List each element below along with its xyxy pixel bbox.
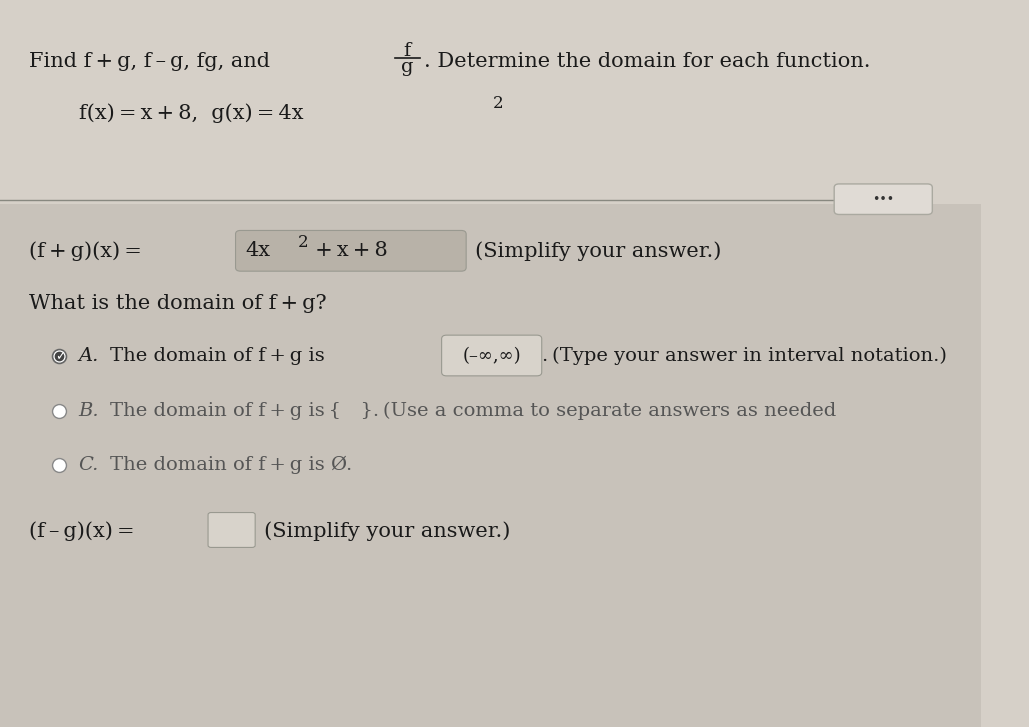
FancyBboxPatch shape [0,204,982,727]
Text: (f – g)(x) =: (f – g)(x) = [30,521,135,541]
Text: (Simplify your answer.): (Simplify your answer.) [260,521,510,541]
Text: C.: C. [78,457,99,474]
Text: B.: B. [78,402,99,419]
Text: (Simplify your answer.): (Simplify your answer.) [471,241,721,261]
Text: The domain of f + g is { }. (Use a comma to separate answers as needed: The domain of f + g is { }. (Use a comma… [110,401,837,420]
FancyBboxPatch shape [208,513,255,547]
Text: 4x: 4x [245,241,271,260]
FancyBboxPatch shape [0,0,982,204]
Text: The domain of f + g is Ø.: The domain of f + g is Ø. [110,456,352,475]
Text: What is the domain of f + g?: What is the domain of f + g? [30,294,327,313]
FancyBboxPatch shape [835,184,932,214]
Text: •••: ••• [873,193,894,206]
Text: g: g [401,58,414,76]
Text: f: f [403,42,411,60]
Text: 2: 2 [297,233,308,251]
FancyBboxPatch shape [236,230,466,271]
Text: + x + 8: + x + 8 [311,241,388,260]
Text: 2: 2 [493,95,503,112]
Text: ✓: ✓ [55,350,66,363]
Text: The domain of f + g is: The domain of f + g is [110,348,328,365]
FancyBboxPatch shape [441,335,541,376]
Text: Find f + g, f – g, fg, and: Find f + g, f – g, fg, and [30,52,271,71]
Text: A.: A. [78,348,99,365]
Text: (–∞,∞): (–∞,∞) [462,348,521,365]
Text: (f + g)(x) =: (f + g)(x) = [30,241,146,261]
Text: . Determine the domain for each function.: . Determine the domain for each function… [424,52,871,71]
Text: f(x) = x + 8,  g(x) = 4x: f(x) = x + 8, g(x) = 4x [78,103,303,123]
Text: . (Type your answer in interval notation.): . (Type your answer in interval notation… [541,347,947,366]
